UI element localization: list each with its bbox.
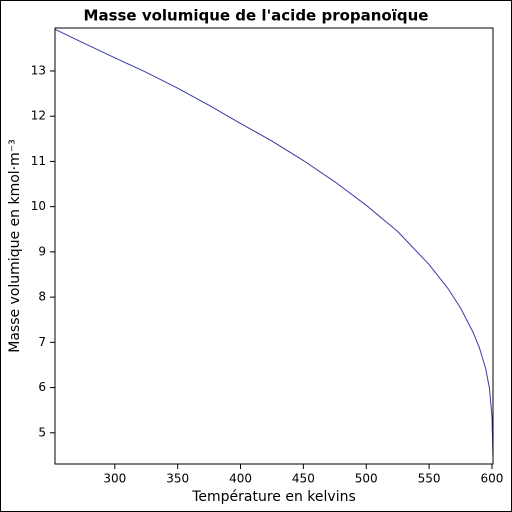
y-tick-label: 9 bbox=[38, 244, 46, 258]
x-tick-label: 300 bbox=[103, 472, 126, 486]
y-tick-label: 8 bbox=[38, 290, 46, 304]
x-axis-label: Température en kelvins bbox=[191, 489, 356, 505]
y-tick-label: 6 bbox=[38, 380, 46, 394]
y-tick-label: 10 bbox=[31, 199, 46, 213]
y-tick-label: 5 bbox=[38, 425, 46, 439]
data-line bbox=[54, 28, 494, 458]
y-tick-label: 7 bbox=[38, 335, 46, 349]
chart-title: Masse volumique de l'acide propanoïque bbox=[84, 7, 429, 25]
y-tick-label: 11 bbox=[31, 154, 46, 168]
x-tick-label: 400 bbox=[229, 472, 252, 486]
x-tick-label: 600 bbox=[481, 472, 504, 486]
x-tick-label: 350 bbox=[166, 472, 189, 486]
y-tick-label: 12 bbox=[31, 109, 46, 123]
x-tick-label: 550 bbox=[418, 472, 441, 486]
x-tick-label: 450 bbox=[292, 472, 315, 486]
plot-border bbox=[54, 27, 494, 465]
y-axis-label: Masse volumique en kmol·m⁻³ bbox=[7, 139, 23, 353]
x-tick-label: 500 bbox=[355, 472, 378, 486]
y-tick-label: 13 bbox=[31, 63, 46, 77]
